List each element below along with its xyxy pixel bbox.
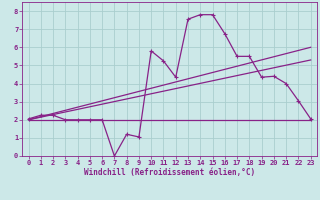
X-axis label: Windchill (Refroidissement éolien,°C): Windchill (Refroidissement éolien,°C) [84,168,255,177]
